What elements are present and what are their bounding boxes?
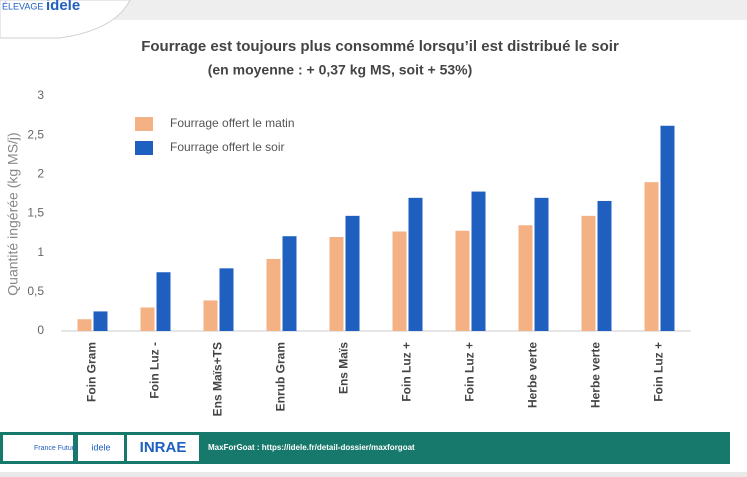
bar	[455, 230, 470, 331]
logo-badge	[0, 0, 131, 39]
bar	[581, 215, 596, 331]
y-tick-label: 1,5	[27, 206, 44, 220]
footer-logo-box	[78, 435, 124, 461]
bar	[392, 231, 407, 331]
logo-brand: idele	[46, 0, 80, 14]
bar	[408, 197, 423, 331]
bar	[597, 200, 612, 331]
x-tick-label: Enrub Gram	[274, 342, 288, 411]
chart-title: Fourrage est toujours plus consommé lors…	[141, 38, 619, 55]
y-tick-label: 2	[37, 167, 44, 181]
bar	[203, 300, 218, 331]
bar	[140, 307, 155, 331]
footer-logo-box	[3, 435, 73, 461]
x-tick-label: Foin Luz +	[652, 342, 666, 402]
footer-logo: idele	[91, 442, 110, 452]
footer-logo: France Futur Elevage	[34, 445, 101, 452]
legend-swatch	[135, 141, 153, 155]
x-tick-label: Herbe verte	[589, 342, 603, 408]
x-tick-label: Ens Maïs+TS	[211, 342, 225, 416]
bar	[518, 225, 533, 331]
x-tick-label: Foin Luz -	[148, 342, 162, 399]
top-band	[0, 0, 747, 20]
bar	[329, 237, 344, 331]
bar	[644, 182, 659, 331]
bar	[534, 197, 549, 331]
x-tick-label: Foin Luz +	[463, 342, 477, 402]
bar	[93, 311, 108, 331]
y-tick-label: 3	[37, 88, 44, 102]
legend-label: Fourrage offert le soir	[170, 140, 285, 154]
bar	[219, 268, 234, 331]
bar	[660, 125, 675, 332]
bar	[156, 272, 171, 331]
bar	[282, 236, 297, 331]
x-tick-label: Foin Luz +	[400, 342, 414, 402]
y-tick-label: 2,5	[27, 127, 44, 141]
footer-logo: INRAE	[140, 439, 187, 456]
footer-link[interactable]: MaxForGoat : https://idele.fr/detail-dos…	[208, 443, 415, 452]
legend-label: Fourrage offert le matin	[170, 116, 295, 130]
x-tick-label: Foin Gram	[85, 342, 99, 402]
y-axis-title: Quantité ingérée (kg MS/j)	[5, 132, 21, 295]
logo-small: ÉLEVAGE	[2, 1, 43, 11]
bar	[345, 215, 360, 331]
y-tick-label: 0	[37, 323, 44, 337]
x-tick-label: Herbe verte	[526, 342, 540, 408]
bar	[471, 191, 486, 331]
footer-logo-box	[127, 435, 199, 461]
y-tick-label: 1	[37, 245, 44, 259]
chart-subtitle: (en moyenne : + 0,37 kg MS, soit + 53%)	[208, 62, 473, 78]
x-tick-label: Ens Maïs	[337, 342, 351, 394]
y-tick-label: 0,5	[27, 284, 44, 298]
bar	[77, 319, 92, 331]
legend-swatch	[135, 117, 153, 131]
bar	[266, 258, 281, 331]
